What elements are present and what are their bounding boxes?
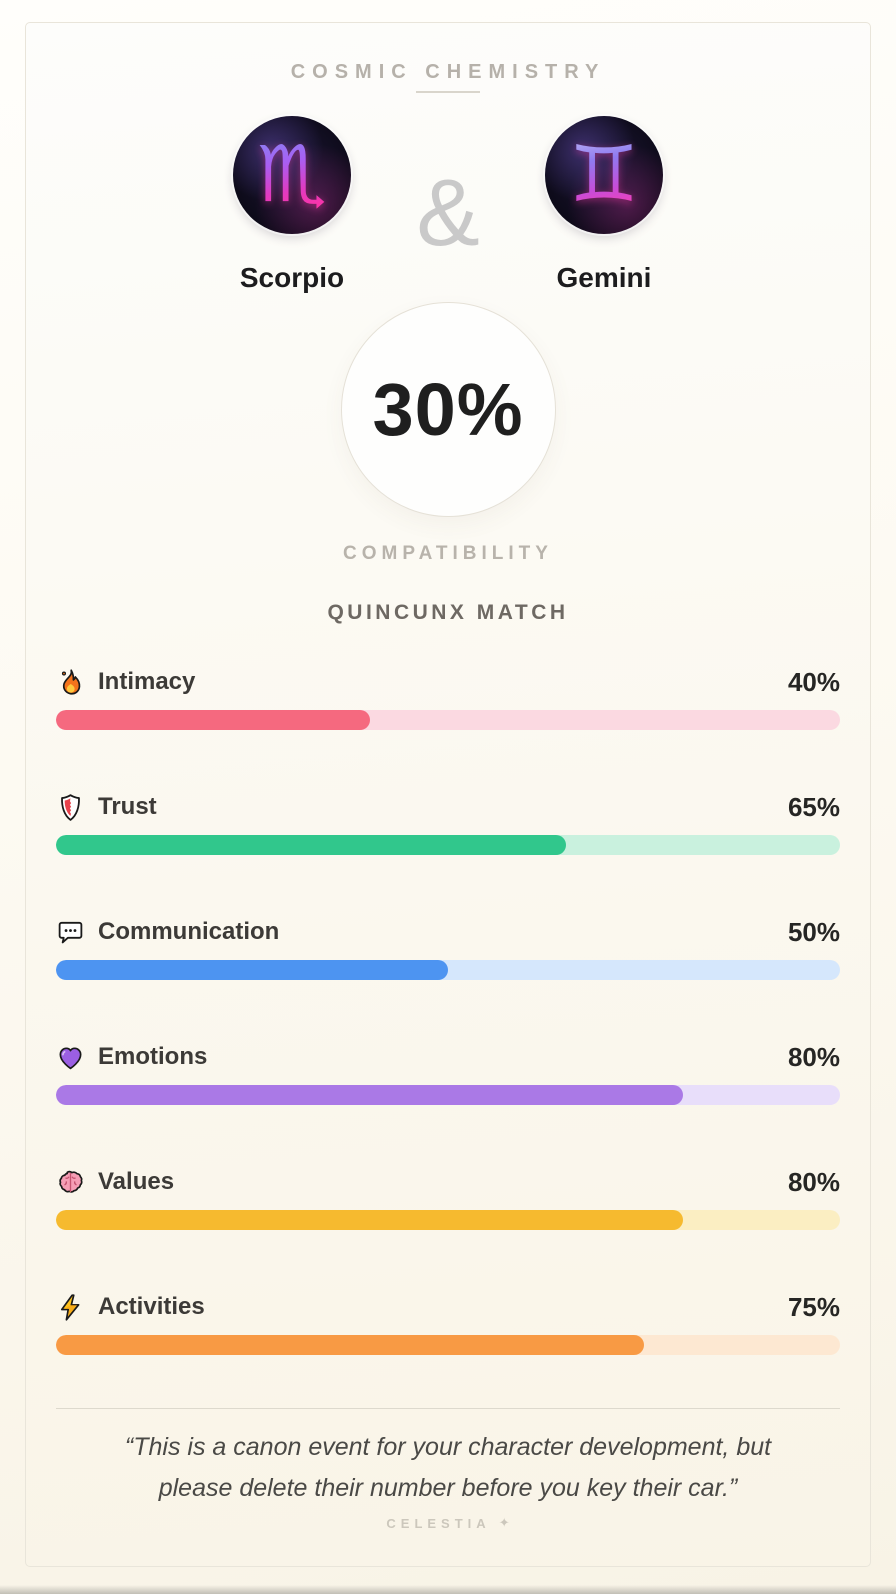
page-title: COSMIC CHEMISTRY <box>290 61 606 83</box>
stat-bar-track <box>56 960 840 980</box>
signs-row: ♏ Scorpio & ♊ Gemini <box>182 116 714 294</box>
stat-value: 65% <box>787 791 840 822</box>
stat-value: 75% <box>787 1291 840 1322</box>
brand-name: CELESTIA <box>386 1515 491 1531</box>
stat-label: Activities <box>98 1293 205 1320</box>
stat-value: 80% <box>787 1041 840 1072</box>
scorpio-glyph: ♏ <box>257 130 327 220</box>
shield-icon <box>56 793 85 822</box>
match-type-label: QUINCUNX MATCH <box>327 601 569 624</box>
stat-bar-fill <box>56 835 566 855</box>
score-value: 30% <box>372 368 524 451</box>
compatibility-caption: COMPATIBILITY <box>343 543 553 564</box>
stat-row: Intimacy 40% <box>56 665 840 730</box>
sign-column-gemini: ♊ Gemini <box>494 116 714 294</box>
gemini-zodiac-icon: ♊ <box>545 116 663 234</box>
stat-bar-fill <box>56 960 448 980</box>
stat-header: Values 80% <box>56 1165 840 1199</box>
heart-icon <box>56 1043 85 1072</box>
stat-label: Values <box>98 1168 175 1195</box>
flame-icon <box>56 668 85 697</box>
stat-header: Communication 50% <box>56 915 840 949</box>
sign-name-scorpio: Scorpio <box>239 262 345 293</box>
stat-bar-track <box>56 1335 840 1355</box>
stat-row: Values 80% <box>56 1165 840 1230</box>
sparkle-icon: ✦ <box>498 1515 510 1530</box>
stat-bar-fill <box>56 710 370 730</box>
stat-value: 80% <box>787 1166 840 1197</box>
speech-bubble-icon <box>56 918 85 947</box>
stat-label: Communication <box>98 918 280 945</box>
stat-row: Trust 65% <box>56 790 840 855</box>
stat-value: 40% <box>787 666 840 697</box>
stat-bar-track <box>56 1210 840 1230</box>
stat-bar-track <box>56 1085 840 1105</box>
stats-list: Intimacy 40% Trust 65% Communication 50% <box>26 665 870 1355</box>
stat-row: Emotions 80% <box>56 1040 840 1105</box>
quote-text: “This is a canon event for your characte… <box>124 1433 772 1502</box>
sign-name-gemini: Gemini <box>556 262 652 293</box>
scorpio-zodiac-icon: ♏ <box>233 116 351 234</box>
brain-icon <box>56 1168 85 1197</box>
title-underline <box>416 91 480 93</box>
brand-footer: CELESTIA ✦ <box>386 1515 509 1531</box>
stat-header: Intimacy 40% <box>56 665 840 699</box>
gemini-glyph: ♊ <box>569 130 639 220</box>
stat-row: Activities 75% <box>56 1290 840 1355</box>
stat-bar-fill <box>56 1335 644 1355</box>
bolt-icon <box>56 1293 85 1322</box>
stat-bar-fill <box>56 1210 684 1230</box>
stat-bar-track <box>56 710 840 730</box>
compatibility-card: COSMIC CHEMISTRY ♏ Scorpio & ♊ Gemini 30… <box>25 22 871 1567</box>
stat-header: Trust 65% <box>56 790 840 824</box>
stat-row: Communication 50% <box>56 915 840 980</box>
stat-bar-track <box>56 835 840 855</box>
stat-label: Trust <box>98 793 157 820</box>
stat-label: Emotions <box>98 1043 208 1070</box>
divider <box>56 1408 840 1409</box>
stat-value: 50% <box>787 916 840 947</box>
stat-header: Emotions 80% <box>56 1040 840 1074</box>
sign-column-scorpio: ♏ Scorpio <box>182 116 402 294</box>
stat-bar-fill <box>56 1085 684 1105</box>
stat-label: Intimacy <box>98 668 196 695</box>
score-circle: 30% <box>340 302 556 517</box>
ampersand-separator: & <box>416 160 480 266</box>
stat-header: Activities 75% <box>56 1290 840 1324</box>
